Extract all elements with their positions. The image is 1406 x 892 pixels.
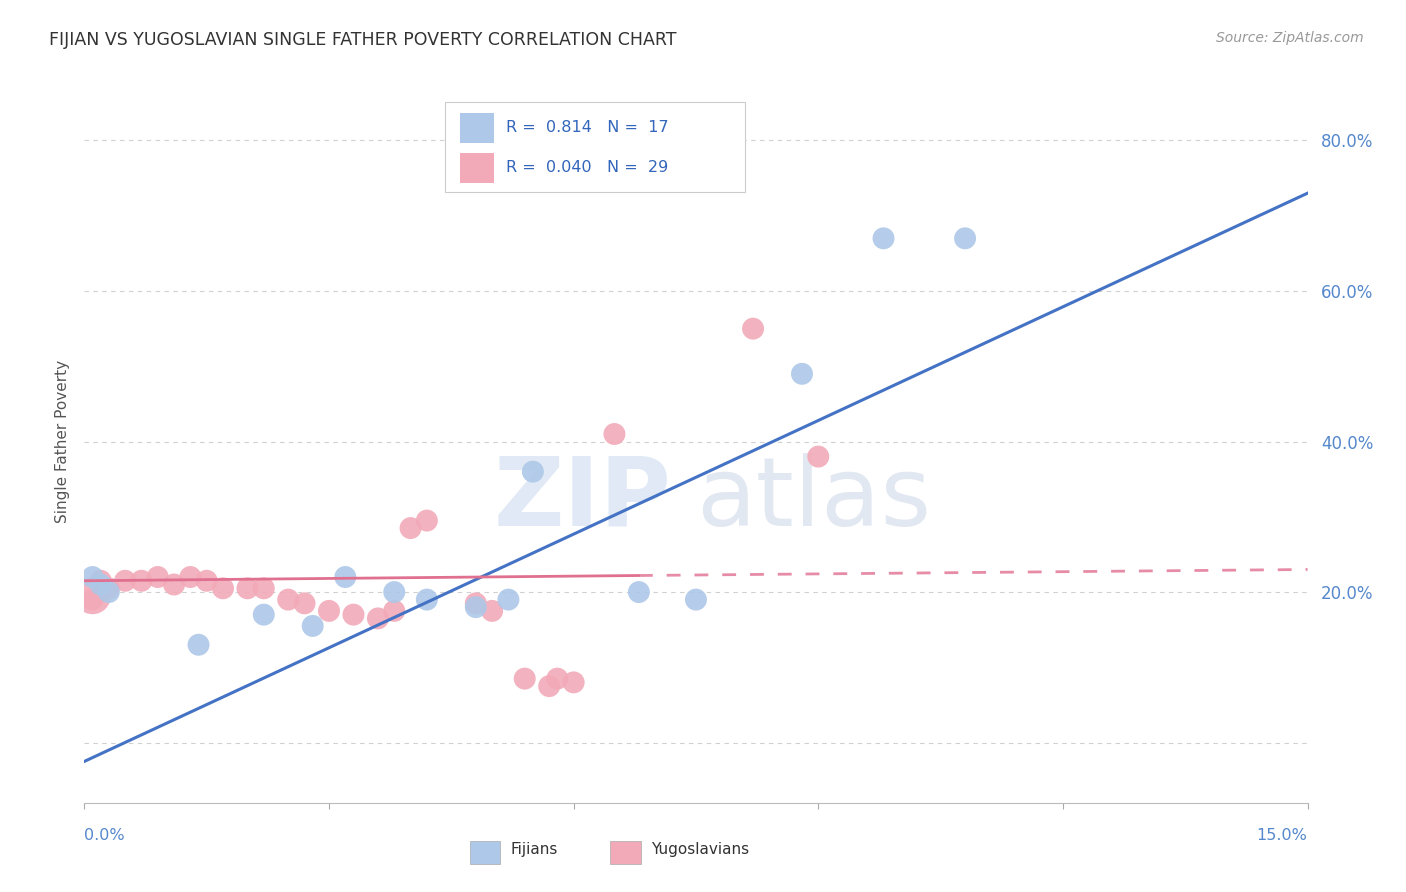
Point	[82, 592, 104, 607]
Point	[82, 570, 104, 584]
Point	[253, 582, 276, 596]
Point	[82, 589, 104, 603]
Text: 15.0%: 15.0%	[1257, 828, 1308, 843]
Point	[464, 600, 486, 615]
Point	[187, 638, 209, 652]
Point	[90, 574, 112, 588]
Point	[416, 514, 439, 528]
Point	[163, 577, 186, 591]
Text: atlas: atlas	[696, 453, 931, 546]
Point	[603, 427, 626, 442]
Point	[179, 570, 201, 584]
Point	[97, 585, 120, 599]
Point	[807, 450, 830, 464]
Point	[481, 604, 503, 618]
Point	[685, 592, 707, 607]
FancyBboxPatch shape	[610, 841, 641, 864]
Text: ZIP: ZIP	[494, 453, 672, 546]
Text: FIJIAN VS YUGOSLAVIAN SINGLE FATHER POVERTY CORRELATION CHART: FIJIAN VS YUGOSLAVIAN SINGLE FATHER POVE…	[49, 31, 676, 49]
Point	[318, 604, 340, 618]
Text: Yugoslavians: Yugoslavians	[651, 842, 749, 857]
Point	[872, 231, 894, 245]
Text: 0.0%: 0.0%	[84, 828, 125, 843]
Point	[382, 585, 405, 599]
Y-axis label: Single Father Poverty: Single Father Poverty	[55, 360, 70, 523]
Point	[253, 607, 276, 622]
Point	[498, 592, 520, 607]
Point	[382, 604, 405, 618]
Point	[335, 570, 357, 584]
Point	[464, 596, 486, 610]
Point	[562, 675, 585, 690]
Point	[294, 596, 316, 610]
Point	[546, 672, 568, 686]
Point	[742, 321, 765, 335]
Point	[131, 574, 153, 588]
Point	[627, 585, 650, 599]
Point	[953, 231, 976, 245]
Point	[538, 679, 561, 693]
FancyBboxPatch shape	[470, 841, 501, 864]
Point	[236, 582, 259, 596]
Point	[301, 619, 323, 633]
Text: Source: ZipAtlas.com: Source: ZipAtlas.com	[1216, 31, 1364, 45]
Point	[522, 465, 544, 479]
Point	[513, 672, 536, 686]
Text: R =  0.814   N =  17: R = 0.814 N = 17	[506, 120, 669, 136]
Point	[342, 607, 364, 622]
Text: R =  0.040   N =  29: R = 0.040 N = 29	[506, 161, 669, 175]
FancyBboxPatch shape	[446, 102, 745, 193]
Point	[146, 570, 169, 584]
Point	[790, 367, 813, 381]
FancyBboxPatch shape	[460, 112, 494, 143]
Point	[212, 582, 235, 596]
Text: Fijians: Fijians	[510, 842, 558, 857]
Point	[399, 521, 422, 535]
Point	[277, 592, 299, 607]
Point	[416, 592, 439, 607]
Point	[114, 574, 136, 588]
Point	[97, 582, 120, 596]
Point	[195, 574, 218, 588]
Point	[90, 577, 112, 591]
FancyBboxPatch shape	[460, 153, 494, 183]
Point	[367, 611, 389, 625]
